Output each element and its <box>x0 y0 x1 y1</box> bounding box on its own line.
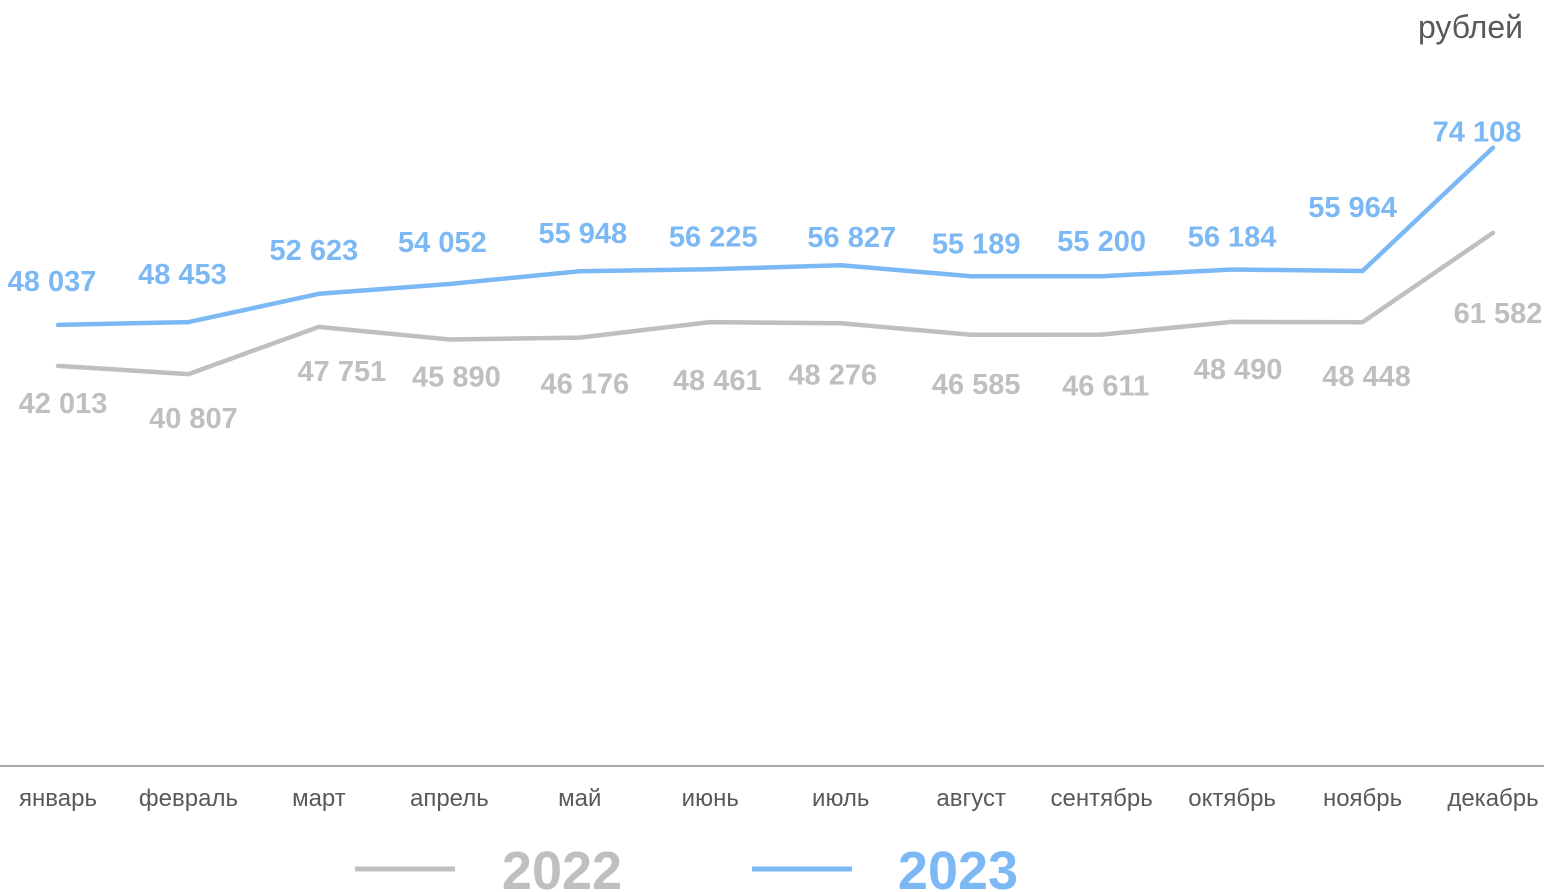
data-label-2022: 46 611 <box>1062 371 1149 403</box>
data-label-2022: 48 461 <box>673 365 762 397</box>
x-tick-label: сентябрь <box>1051 785 1153 812</box>
data-label-2022: 46 176 <box>540 369 629 401</box>
x-tick-label: май <box>558 785 601 812</box>
data-label-2022: 47 751 <box>298 356 387 388</box>
data-label-2023: 56 827 <box>807 222 896 254</box>
data-label-2022: 61 582 <box>1454 298 1543 330</box>
data-label-2022: 42 013 <box>19 388 108 420</box>
data-label-2023: 48 453 <box>138 259 227 291</box>
x-tick-label: октябрь <box>1188 785 1276 812</box>
x-tick-label: август <box>936 785 1006 812</box>
data-label-2023: 56 184 <box>1188 222 1277 254</box>
data-label-2023: 48 037 <box>8 266 97 298</box>
x-tick-label: июль <box>812 785 869 812</box>
x-tick-label: март <box>292 785 346 812</box>
data-label-2023: 74 108 <box>1433 117 1522 149</box>
data-label-2023: 52 623 <box>270 235 359 267</box>
x-tick-label: февраль <box>139 785 238 812</box>
data-label-2023: 56 225 <box>669 221 758 253</box>
x-tick-label: ноябрь <box>1323 785 1402 812</box>
data-label-2022: 48 490 <box>1194 354 1283 386</box>
data-label-2023: 54 052 <box>398 227 487 259</box>
data-label-2022: 45 890 <box>412 362 501 394</box>
series-line-2023 <box>55 145 1496 328</box>
legend-label-2023: 2023 <box>898 841 1018 892</box>
data-label-2023: 55 200 <box>1057 226 1146 258</box>
x-tick-label: июнь <box>682 785 739 812</box>
x-tick-label: январь <box>19 785 97 812</box>
x-tick-label: декабрь <box>1447 785 1538 812</box>
x-tick-label: апрель <box>410 785 489 812</box>
data-label-2023: 55 189 <box>932 228 1021 260</box>
data-label-2022: 48 448 <box>1322 361 1411 393</box>
unit-label: рублей <box>1418 9 1523 45</box>
series-line-2022 <box>55 230 1496 377</box>
legend-label-2022: 2022 <box>502 841 622 892</box>
data-label-2022: 40 807 <box>149 403 238 435</box>
data-label-2022: 46 585 <box>932 369 1021 401</box>
data-label-2023: 55 964 <box>1308 192 1397 224</box>
data-label-2022: 48 276 <box>788 359 877 391</box>
data-label-2023: 55 948 <box>538 218 627 250</box>
